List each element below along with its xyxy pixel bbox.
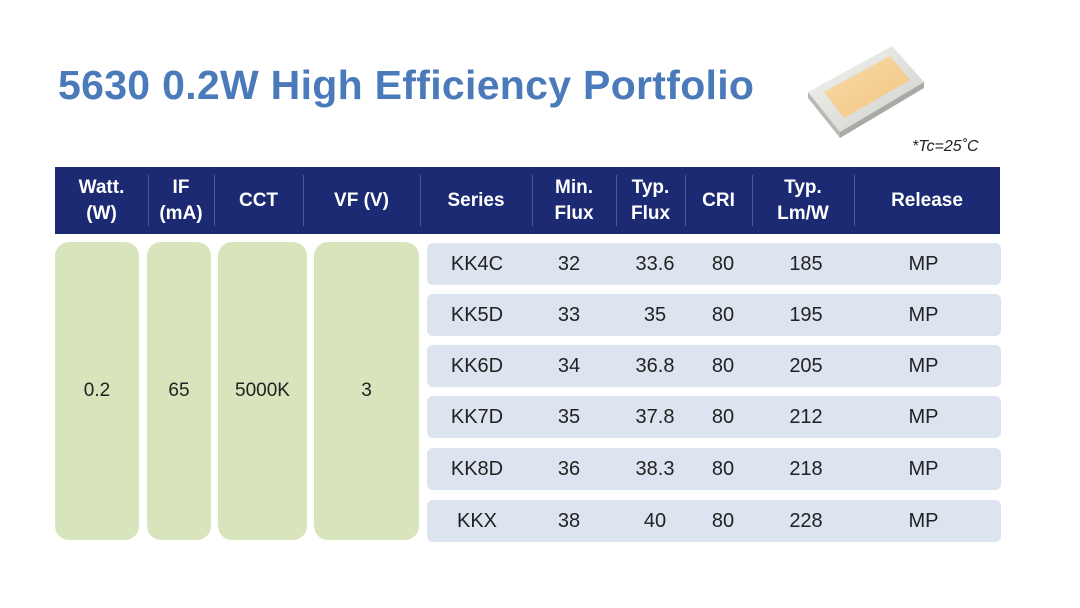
header-divider xyxy=(854,175,855,226)
table-row: KK7D 35 37.8 80 212 MP xyxy=(427,396,1001,438)
typ-lmw-cell: 228 xyxy=(789,509,823,532)
release-cell: MP xyxy=(908,303,939,326)
header-series: Series xyxy=(447,189,505,211)
temperature-note: *Tc=25˚C xyxy=(912,138,979,155)
cri-cell: 80 xyxy=(711,354,735,377)
header-if: IF (mA) xyxy=(159,176,203,224)
header-divider xyxy=(214,175,215,226)
watt-value: 0.2 xyxy=(55,242,139,540)
series-cell: KK5D xyxy=(450,303,504,326)
table-row: KK6D 34 36.8 80 205 MP xyxy=(427,345,1001,387)
led-package-image xyxy=(808,46,924,138)
header-vf: VF (V) xyxy=(334,189,389,211)
series-cell: KK7D xyxy=(450,405,504,428)
header-divider xyxy=(752,175,753,226)
release-cell: MP xyxy=(908,509,939,532)
min-flux-cell: 34 xyxy=(557,354,581,377)
cri-cell: 80 xyxy=(711,509,735,532)
min-flux-cell: 32 xyxy=(557,252,581,275)
typ-flux-cell: 40 xyxy=(643,509,667,532)
min-flux-cell: 35 xyxy=(557,405,581,428)
table-header: Watt. (W) IF (mA) CCT VF (V) Series Min.… xyxy=(55,167,1000,234)
table-row: KK8D 36 38.3 80 218 MP xyxy=(427,448,1001,490)
release-cell: MP xyxy=(908,252,939,275)
if-value: 65 xyxy=(147,242,211,540)
header-divider xyxy=(148,175,149,226)
header-typ-flux: Typ. Flux xyxy=(630,176,671,224)
typ-flux-cell: 35 xyxy=(643,303,667,326)
typ-lmw-cell: 218 xyxy=(789,457,823,480)
header-cri: CRI xyxy=(702,189,735,211)
release-cell: MP xyxy=(908,354,939,377)
table-row: KK4C 32 33.6 80 185 MP xyxy=(427,243,1001,285)
cct-value: 5000K xyxy=(218,242,307,540)
table-row: KK5D 33 35 80 195 MP xyxy=(427,294,1001,336)
series-cell: KKX xyxy=(456,509,498,532)
series-cell: KK8D xyxy=(450,457,504,480)
header-divider xyxy=(420,175,421,226)
page-title: 5630 0.2W High Efficiency Portfolio xyxy=(58,62,755,108)
table-row: KKX 38 40 80 228 MP xyxy=(427,500,1001,542)
min-flux-cell: 38 xyxy=(557,509,581,532)
typ-flux-cell: 33.6 xyxy=(635,252,675,275)
cri-cell: 80 xyxy=(711,457,735,480)
typ-flux-cell: 38.3 xyxy=(635,457,675,480)
header-cct: CCT xyxy=(238,189,279,211)
series-cell: KK4C xyxy=(450,252,504,275)
header-release: Release xyxy=(891,189,963,211)
typ-lmw-cell: 205 xyxy=(789,354,823,377)
header-divider xyxy=(532,175,533,226)
vf-value: 3 xyxy=(314,242,419,540)
header-divider xyxy=(685,175,686,226)
release-cell: MP xyxy=(908,405,939,428)
cri-cell: 80 xyxy=(711,252,735,275)
typ-lmw-cell: 185 xyxy=(789,252,823,275)
header-watt: Watt. (W) xyxy=(78,176,125,224)
min-flux-cell: 33 xyxy=(557,303,581,326)
cri-cell: 80 xyxy=(711,303,735,326)
release-cell: MP xyxy=(908,457,939,480)
header-divider xyxy=(303,175,304,226)
typ-lmw-cell: 212 xyxy=(789,405,823,428)
series-cell: KK6D xyxy=(450,354,504,377)
header-typ-lmw: Typ. Lm/W xyxy=(777,176,829,224)
header-min-flux: Min. Flux xyxy=(554,176,594,224)
typ-flux-cell: 37.8 xyxy=(635,405,675,428)
cri-cell: 80 xyxy=(711,405,735,428)
min-flux-cell: 36 xyxy=(557,457,581,480)
typ-flux-cell: 36.8 xyxy=(635,354,675,377)
typ-lmw-cell: 195 xyxy=(789,303,823,326)
header-divider xyxy=(616,175,617,226)
